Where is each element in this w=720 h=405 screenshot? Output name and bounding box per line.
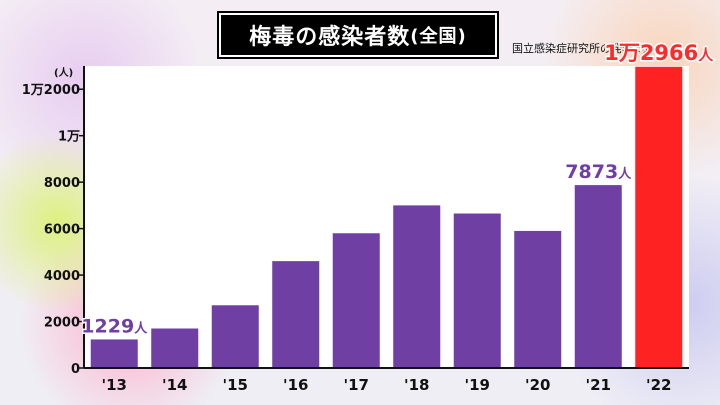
y-tick-label: 1万: [58, 130, 80, 145]
x-tick-label: '16: [283, 376, 308, 394]
y-tick-label: 8000: [44, 176, 80, 191]
data-label: 1万2966人: [604, 41, 714, 65]
bar: [272, 261, 320, 368]
y-tick-label: 2000: [44, 316, 80, 331]
x-tick-label: '14: [162, 376, 187, 394]
x-tick-label: '21: [586, 376, 611, 394]
title-sub: (全国): [410, 26, 467, 47]
source-main: 国立感染症研究所の発表: [512, 42, 633, 55]
y-tick-label: 6000: [44, 223, 80, 238]
bar: [574, 185, 622, 368]
bar: [151, 328, 199, 368]
bar: [211, 305, 259, 368]
source-note: 国立感染症研究所の発表より: [512, 40, 649, 56]
x-tick-label: '22: [646, 376, 671, 394]
x-tick-label: '13: [102, 376, 127, 394]
bar: [90, 339, 138, 368]
y-tick-label: 0: [71, 362, 80, 377]
bar: [332, 233, 380, 368]
y-tick-label: 4000: [44, 269, 80, 284]
x-tick-label: '19: [465, 376, 490, 394]
x-tick-label: '20: [525, 376, 550, 394]
title-main: 梅毒の感染者数: [249, 25, 411, 50]
x-tick-label: '17: [344, 376, 369, 394]
x-tick-label: '18: [404, 376, 429, 394]
y-tick-label: 1万2000: [22, 83, 80, 98]
data-label: 7873人: [565, 161, 632, 183]
bar: [393, 205, 441, 368]
bar: [453, 213, 501, 368]
chart-title: 梅毒の感染者数 (全国): [219, 13, 497, 57]
bar: [635, 66, 683, 368]
bar: [514, 230, 562, 368]
x-tick-label: '15: [223, 376, 248, 394]
source-suffix: より: [633, 45, 649, 54]
y-unit-label: (人): [54, 66, 73, 79]
data-label: 1229人: [81, 315, 148, 337]
